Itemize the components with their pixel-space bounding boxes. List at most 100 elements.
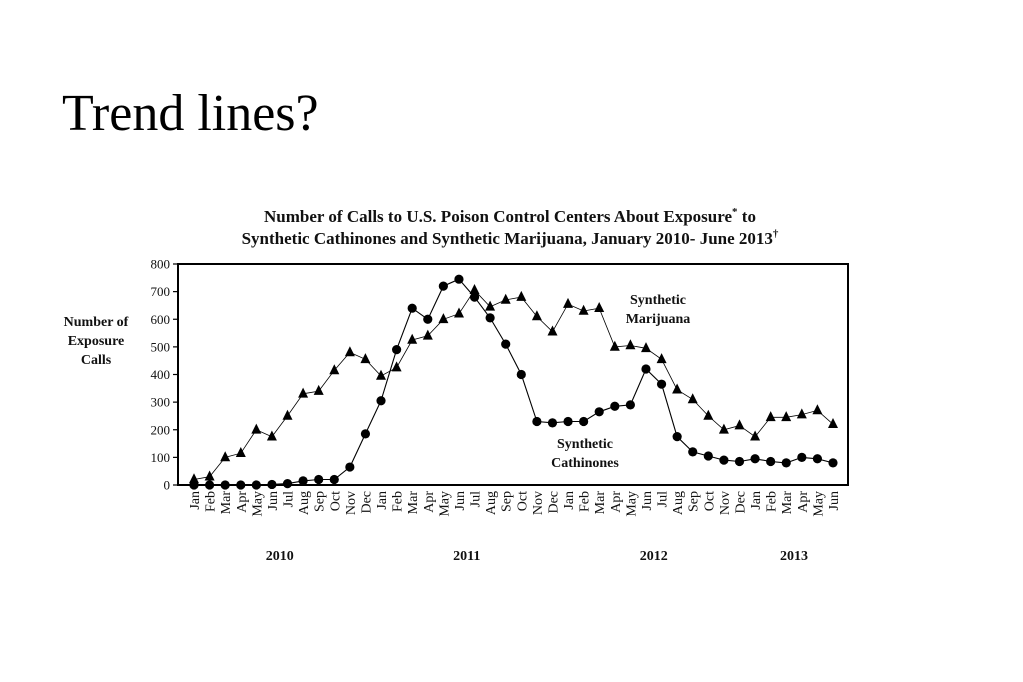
triangle-point: [750, 430, 761, 441]
triangle-point: [313, 384, 324, 395]
circle-point: [688, 447, 698, 457]
y-tick-label: 100: [151, 450, 171, 465]
x-tick-label: Jan: [749, 491, 764, 510]
circle-point: [781, 458, 791, 468]
circle-point: [672, 432, 682, 442]
slide-title: Trend lines?: [62, 85, 319, 142]
series-label-1: Cathinones: [551, 456, 619, 471]
y-tick-label: 400: [151, 367, 171, 382]
circle-point: [516, 369, 526, 380]
triangle-point: [438, 313, 449, 324]
triangle-point: [298, 387, 309, 398]
circle-point: [579, 416, 589, 427]
chart-title-line-2: Synthetic Cathinones and Synthetic Marij…: [242, 228, 779, 248]
circle-point: [719, 455, 729, 465]
x-tick-label: Jun: [827, 491, 842, 510]
circle-point: [734, 456, 745, 467]
triangle-point: [609, 340, 620, 351]
x-tick-label: Nov: [718, 491, 733, 515]
triangle-point: [547, 325, 558, 336]
triangle-point: [765, 411, 776, 422]
triangle-point: [266, 430, 277, 441]
circle-point: [189, 480, 199, 490]
series-label-1: Synthetic: [557, 437, 613, 452]
x-tick-label: Feb: [391, 491, 406, 512]
circle-point: [610, 401, 620, 411]
triangle-point: [500, 293, 511, 304]
x-tick-label: Feb: [204, 491, 219, 512]
x-tick-label: Feb: [578, 491, 593, 512]
y-axis-label-line: Exposure: [68, 334, 125, 349]
circle-point: [812, 454, 823, 464]
x-tick-label: Sep: [687, 491, 702, 512]
x-tick-label: Jan: [375, 491, 390, 510]
x-tick-label: May: [624, 491, 639, 517]
x-tick-label: Aug: [297, 491, 312, 515]
x-tick-label: Jun: [266, 491, 281, 510]
circle-point: [563, 416, 573, 427]
x-tick-label: Mar: [593, 491, 608, 515]
x-tick-label: May: [250, 491, 265, 517]
circle-point: [204, 480, 215, 490]
circle-point: [797, 452, 807, 462]
x-tick-label: May: [811, 491, 826, 517]
triangle-point: [703, 409, 714, 420]
circle-point: [594, 407, 604, 417]
triangle-point: [734, 419, 745, 430]
circle-point: [298, 476, 308, 486]
triangle-point: [204, 470, 215, 481]
x-tick-label: Apr: [796, 491, 811, 513]
x-tick-label: Apr: [235, 491, 250, 513]
circle-point: [469, 292, 480, 302]
series-layer: [189, 274, 838, 490]
y-tick-label: 200: [151, 422, 171, 437]
x-tick-label: Oct: [515, 491, 530, 511]
triangle-point: [672, 383, 683, 394]
x-tick-label: Dec: [733, 491, 748, 514]
circle-point: [376, 396, 386, 406]
circle-point: [703, 451, 713, 461]
series-label-0: Marijuana: [626, 312, 691, 327]
x-tick-label: Oct: [328, 491, 343, 511]
triangle-point: [454, 307, 464, 318]
triangle-point: [422, 329, 433, 340]
y-axis-ticks: 0 100 200 300 400 500 600 700 800: [151, 257, 178, 493]
circle-point: [656, 379, 667, 389]
circle-point: [438, 281, 448, 291]
y-tick-label: 500: [151, 339, 171, 354]
circle-point: [407, 303, 417, 313]
triangle-point: [391, 361, 402, 372]
circle-point: [329, 474, 339, 485]
x-tick-label: Jul: [469, 491, 484, 507]
y-tick-label: 600: [151, 312, 171, 327]
circle-point: [251, 480, 261, 490]
chart-title-line-1: Number of Calls to U.S. Poison Control C…: [264, 206, 756, 226]
triangle-point: [360, 353, 371, 364]
x-tick-label: Jun: [640, 491, 655, 510]
x-tick-label: Oct: [702, 491, 717, 511]
x-tick-label: Feb: [765, 491, 780, 512]
triangle-point: [251, 423, 262, 434]
triangle-point: [828, 418, 838, 428]
triangle-point: [485, 300, 496, 311]
triangle-point: [578, 304, 589, 315]
x-tick-label: Apr: [422, 491, 437, 513]
x-tick-label: Jul: [282, 491, 297, 507]
y-axis-label-line: Number of: [64, 315, 129, 330]
y-tick-label: 700: [151, 284, 171, 299]
x-tick-label: Mar: [406, 491, 421, 515]
triangle-point: [407, 333, 418, 344]
triangle-point: [235, 447, 246, 457]
circle-point: [282, 479, 293, 489]
triangle-point: [189, 473, 199, 484]
x-tick-label: Sep: [500, 491, 515, 512]
x-tick-label: Jun: [453, 491, 468, 510]
x-tick-label: Aug: [671, 491, 686, 515]
circle-point: [766, 456, 776, 467]
triangle-point: [641, 342, 651, 353]
x-tick-label: Apr: [609, 491, 624, 513]
x-tick-label: Nov: [531, 491, 546, 515]
circle-point: [314, 474, 324, 485]
circle-point: [750, 454, 760, 464]
year-label: 2011: [453, 549, 480, 564]
